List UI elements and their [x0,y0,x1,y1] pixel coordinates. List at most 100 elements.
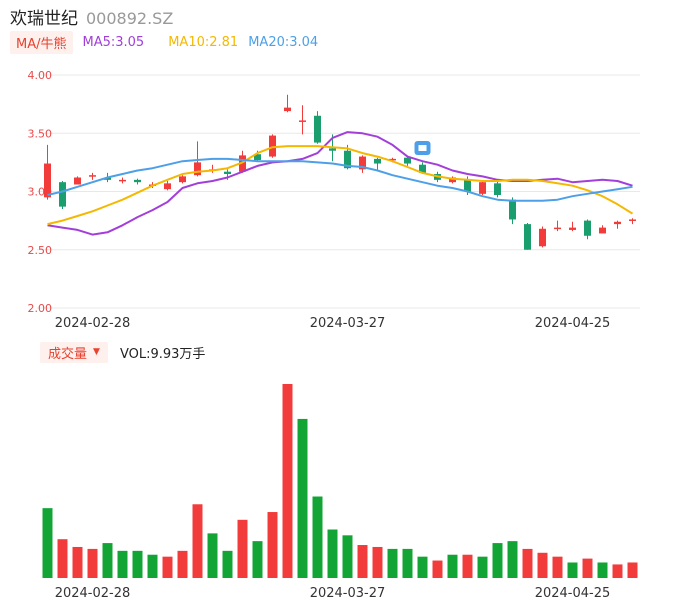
candle-body [269,135,276,157]
volume-bar [627,562,638,578]
volume-bar [357,545,368,578]
y-tick-label: 2.00 [28,302,53,315]
volume-bar [87,548,98,578]
candle-body [404,157,411,164]
volume-bar [417,556,428,578]
volume-value: VOL:9.93万手 [119,346,206,362]
ma-type-selector[interactable]: MA/牛熊 [10,30,73,54]
x-tick-label: 2024-04-25 [535,316,611,331]
candle-body [479,182,486,194]
volume-bar [72,546,83,578]
candle-body [599,227,606,234]
candle-body [584,220,591,236]
volume-bar [297,418,308,578]
volume-bar [57,539,68,578]
event-marker-glyph [418,145,427,151]
candle-body [569,227,576,230]
volume-bar [312,496,323,578]
volume-bar [597,562,608,578]
candle-body [284,107,291,112]
volume-bar [507,541,518,578]
candle-body [119,179,126,182]
volume-bar [492,543,503,578]
volume-bar [327,529,338,578]
candle-body [104,177,111,180]
candle-body [239,155,246,172]
volume-type-label: 成交量 [48,346,88,362]
candle-body [134,179,141,183]
candle-body [164,183,171,190]
ma10-label: MA10:2.81 [168,34,239,50]
volume-type-selector[interactable]: 成交量 ▼ [40,341,108,363]
volume-bar [147,554,158,578]
ma-legend: MA/牛熊 MA5:3.05 MA10:2.81 MA20:3.04 [10,30,318,54]
candle-body [179,176,186,183]
volume-bar [117,550,128,578]
candle-body [449,177,456,183]
volume-bar [207,533,218,578]
volume-legend: 成交量 ▼ VOL:9.93万手 [40,341,206,363]
volume-bar [552,556,563,578]
ma10-line [47,145,634,226]
ma20-line [47,157,633,202]
candle-body [539,228,546,247]
candle-body [494,183,501,195]
y-tick-label: 4.00 [28,69,53,82]
x-tick-label: 2024-03-27 [310,586,386,601]
volume-bar [192,504,203,578]
volume-bar [402,548,413,578]
volume-bar [567,562,578,578]
candle-body [314,115,321,143]
x-tick-label: 2024-02-28 [55,586,131,601]
candle-body [509,199,516,220]
volume-bar [462,554,473,578]
stock-code: 000892.SZ [86,9,174,28]
volume-bar [252,541,263,578]
x-tick-label: 2024-04-25 [535,586,611,601]
candle-body [629,219,636,221]
volume-bar [582,558,593,578]
volume-bar [612,564,623,578]
stock-name: 欢瑞世纪 [10,9,78,29]
volume-bar [162,556,173,578]
stock-header: 欢瑞世纪 000892.SZ [10,4,174,29]
volume-bar [282,384,293,578]
candle-body [464,179,471,192]
y-tick-label: 2.50 [28,244,53,257]
candle-body [329,148,336,151]
candle-body [554,227,561,230]
volume-bar [222,550,233,578]
candle-body [614,221,621,225]
candle-body [389,158,396,161]
volume-bar [102,543,113,578]
volume-bar [387,548,398,578]
candle-body [194,162,201,176]
event-marker-icon [414,141,431,155]
volume-bar [267,512,278,578]
ma20-label: MA20:3.04 [248,34,319,50]
volume-bar [177,550,188,578]
volume-bar [522,548,533,578]
y-tick-label: 3.50 [28,127,53,140]
volume-bar [42,508,53,578]
x-tick-label: 2024-02-28 [55,316,131,331]
caret-down-icon: ▼ [93,347,100,357]
volume-bar [432,560,443,578]
volume-bar [237,519,248,578]
candle-body [419,164,426,173]
candle-body [59,182,66,207]
candle-body [524,224,531,250]
candle-body [359,156,366,170]
candle-body [44,163,51,198]
candle-body [254,154,261,161]
candle-body [224,171,231,175]
candle-body [374,158,381,164]
candle-body [89,175,96,177]
volume-bar [132,550,143,578]
volume-bar [477,556,488,578]
candle-body [74,177,81,185]
candle-body [299,120,306,122]
x-tick-label: 2024-03-27 [310,316,386,331]
ma5-label: MA5:3.05 [82,34,145,50]
